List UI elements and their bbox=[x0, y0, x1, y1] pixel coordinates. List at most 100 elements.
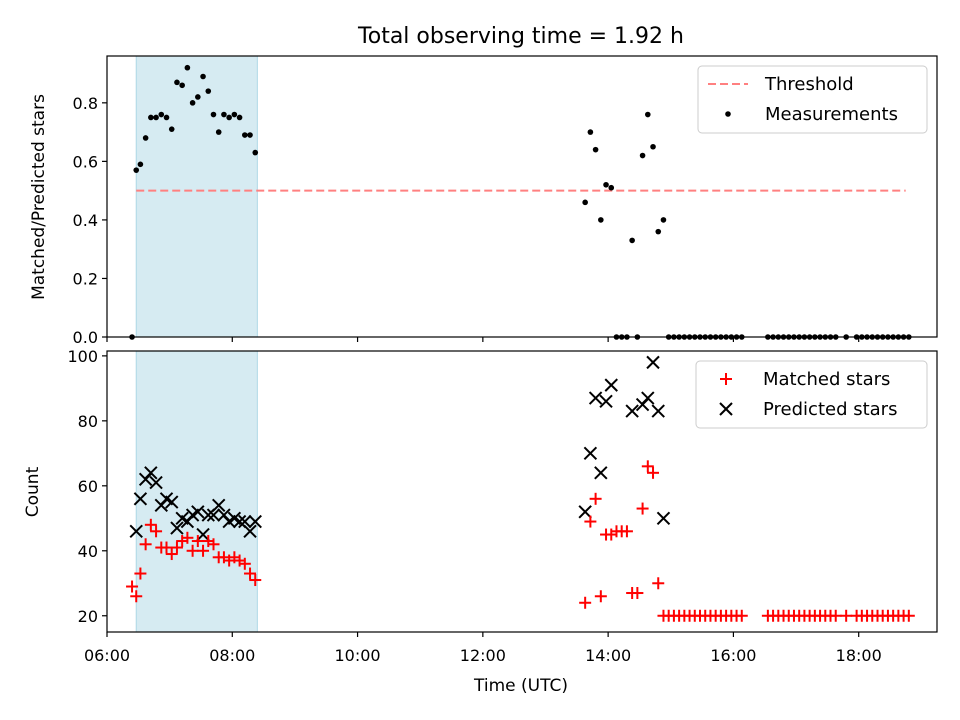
predicted-star-point bbox=[651, 404, 665, 418]
measurement-point bbox=[247, 132, 253, 138]
matched-star-point bbox=[902, 609, 915, 622]
measurement-point bbox=[195, 94, 201, 100]
bottom-legend: Matched stars Predicted stars bbox=[695, 360, 928, 429]
measurement-point bbox=[179, 82, 185, 89]
matched-star-point bbox=[840, 609, 853, 622]
bottom-y-tick-label: 40 bbox=[78, 542, 98, 561]
matched-star-point bbox=[150, 525, 163, 538]
predicted-star-point bbox=[212, 498, 226, 513]
top-panel: 0.00.20.40.60.8 Matched/Predicted stars … bbox=[29, 55, 938, 347]
measurement-point bbox=[189, 100, 196, 106]
matched-star-point bbox=[249, 574, 262, 587]
top-legend: Threshold Measurements bbox=[697, 65, 928, 134]
legend-measurements-label: Measurements bbox=[765, 104, 898, 125]
top-x-ticks bbox=[106, 337, 860, 342]
predicted-star-point bbox=[196, 527, 210, 542]
bottom-y-axis-label: Count bbox=[23, 466, 43, 517]
bottom-y-ticks: 20 40 60 80 100 bbox=[67, 347, 107, 626]
predicted-star-point bbox=[583, 446, 598, 461]
x-tick-label: 18:00 bbox=[836, 646, 882, 665]
matched-star-point bbox=[144, 518, 157, 531]
predicted-star-point bbox=[170, 521, 184, 535]
matched-star-point bbox=[594, 590, 607, 603]
measurement-point bbox=[174, 79, 180, 86]
measurement-point bbox=[587, 129, 594, 135]
matched-star-point bbox=[641, 460, 654, 473]
predicted-star-point bbox=[578, 505, 592, 519]
predicted-star-point bbox=[149, 475, 163, 490]
bottom-y-tick-label: 100 bbox=[67, 347, 98, 366]
measurement-point bbox=[168, 126, 175, 132]
matched-star-point bbox=[636, 502, 649, 515]
matched-star-point bbox=[170, 541, 183, 554]
bottom-y-tick-label: 60 bbox=[78, 477, 98, 496]
matched-star-point bbox=[130, 590, 143, 603]
chart-title: Total observing time = 1.92 h bbox=[357, 24, 684, 49]
matched-star-point bbox=[238, 557, 251, 570]
predicted-star-point bbox=[599, 394, 613, 409]
measurement-point bbox=[215, 129, 222, 135]
legend-matched-swatch bbox=[720, 373, 732, 385]
measurement-point bbox=[184, 64, 191, 71]
measurement-point bbox=[629, 237, 635, 244]
measurement-point bbox=[200, 73, 206, 80]
legend-predicted-swatch bbox=[719, 402, 733, 416]
measurement-point bbox=[163, 114, 170, 121]
matched-star-point bbox=[620, 525, 633, 538]
measurement-point bbox=[236, 114, 243, 121]
measurement-point bbox=[582, 199, 588, 206]
legend-matched-label: Matched stars bbox=[763, 369, 890, 390]
predicted-star-point bbox=[201, 508, 215, 522]
matched-star-point bbox=[197, 544, 210, 557]
matched-star-point bbox=[165, 548, 178, 561]
top-y-tick-label: 0.4 bbox=[73, 211, 98, 230]
measurement-point bbox=[655, 228, 662, 235]
predicted-star-points bbox=[129, 355, 671, 542]
top-y-tick-label: 0.6 bbox=[73, 152, 98, 171]
predicted-star-point bbox=[656, 511, 671, 526]
bottom-y-tick-label: 80 bbox=[78, 412, 98, 431]
predicted-star-point bbox=[243, 524, 257, 539]
matched-star-point bbox=[579, 596, 592, 609]
matched-star-point bbox=[244, 567, 257, 580]
predicted-star-point bbox=[588, 391, 603, 405]
predicted-star-point bbox=[625, 404, 639, 418]
predicted-star-point bbox=[248, 514, 262, 529]
legend-predicted-label: Predicted stars bbox=[763, 399, 897, 420]
x-tick-label: 16:00 bbox=[710, 646, 756, 665]
measurement-point bbox=[221, 111, 227, 118]
x-tick-label: 12:00 bbox=[460, 646, 506, 665]
predicted-star-point bbox=[594, 466, 608, 480]
measurement-point bbox=[650, 143, 656, 150]
measurement-point bbox=[639, 152, 646, 159]
predicted-star-point bbox=[604, 378, 618, 392]
measurement-point bbox=[252, 149, 259, 156]
matched-star-point bbox=[652, 577, 665, 590]
top-y-tick-label: 0.2 bbox=[73, 269, 98, 288]
matched-star-point bbox=[134, 567, 147, 580]
predicted-star-point bbox=[206, 508, 221, 522]
x-tick-label: 06:00 bbox=[84, 646, 130, 665]
predicted-star-point bbox=[238, 514, 252, 529]
measurement-point bbox=[603, 181, 609, 188]
predicted-star-point bbox=[641, 391, 655, 405]
matched-star-point bbox=[191, 535, 204, 548]
measurement-point bbox=[133, 167, 140, 173]
measurement-point bbox=[608, 184, 615, 191]
predicted-star-point bbox=[191, 505, 205, 519]
top-y-axis-label: Matched/Predicted stars bbox=[29, 94, 49, 300]
predicted-star-point bbox=[133, 492, 148, 506]
matched-star-point bbox=[647, 466, 660, 479]
top-legend-frame bbox=[697, 65, 928, 134]
top-y-tick-label: 0.8 bbox=[73, 94, 98, 113]
measurement-point bbox=[226, 114, 232, 121]
top-y-tick-label: 0.0 bbox=[73, 328, 98, 347]
matched-star-point bbox=[589, 492, 602, 505]
bottom-plot-frame bbox=[106, 350, 938, 633]
measurement-point bbox=[210, 111, 217, 118]
matched-star-point bbox=[160, 541, 173, 554]
measurement-point bbox=[205, 88, 212, 94]
measurement-point bbox=[142, 135, 149, 141]
matched-star-point bbox=[631, 587, 644, 600]
matched-star-point bbox=[139, 538, 152, 551]
